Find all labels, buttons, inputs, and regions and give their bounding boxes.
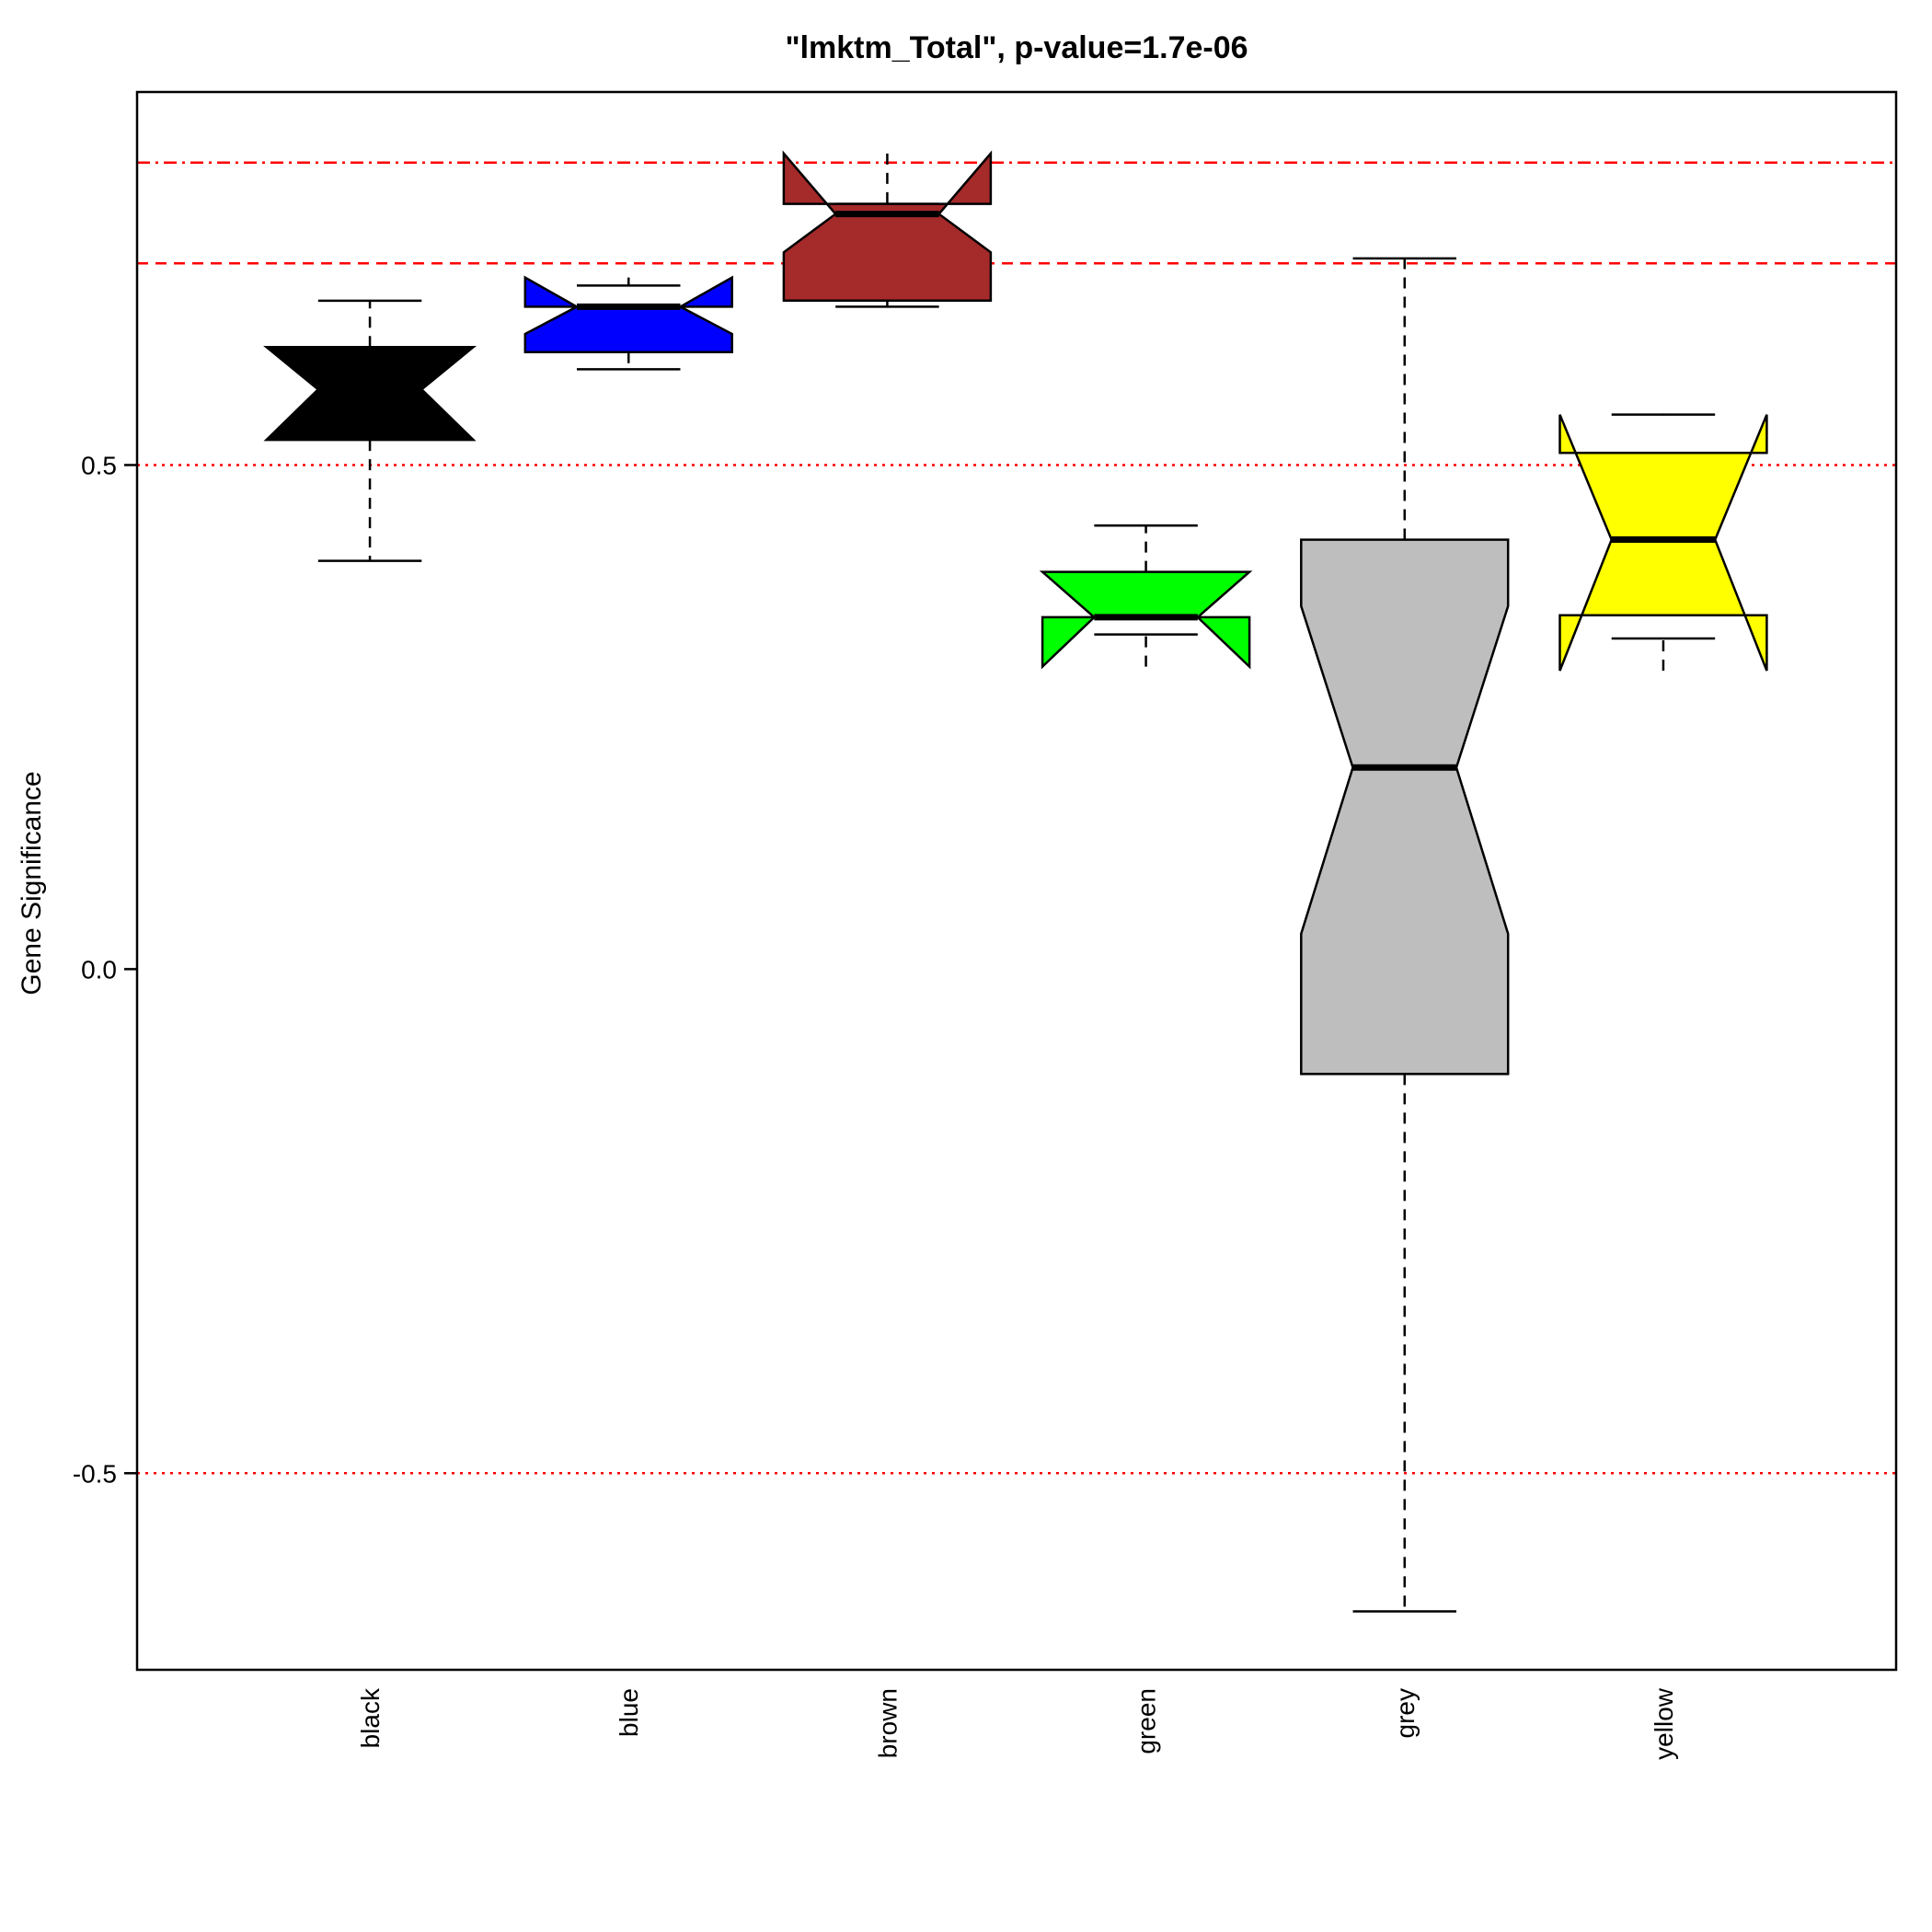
- box-black: [263, 345, 477, 442]
- plot-frame: [135, 90, 1898, 1672]
- x-tick-label: blue: [615, 1688, 643, 1737]
- y-tick-label: 0.0: [81, 955, 117, 983]
- x-tick-label: green: [1133, 1688, 1161, 1754]
- box-blue: [523, 275, 733, 353]
- x-tick-label: brown: [873, 1688, 902, 1758]
- box-green: [1039, 570, 1253, 670]
- y-axis-label: Gene Significance: [17, 771, 47, 995]
- x-tick-label: black: [356, 1687, 385, 1748]
- plot-area: 0.5 0.0 -0.5 black blue brown green grey yellow: [73, 150, 1896, 1760]
- chart-title: "lmktm_Total", p-value=1.7e-06: [785, 30, 1248, 65]
- y-tick-label: -0.5: [73, 1459, 117, 1488]
- box-brown: [782, 150, 993, 303]
- x-tick-label: grey: [1391, 1688, 1420, 1738]
- x-tick-label: yellow: [1650, 1687, 1678, 1760]
- box-grey: [1300, 538, 1510, 1075]
- y-tick-label: 0.5: [81, 451, 117, 479]
